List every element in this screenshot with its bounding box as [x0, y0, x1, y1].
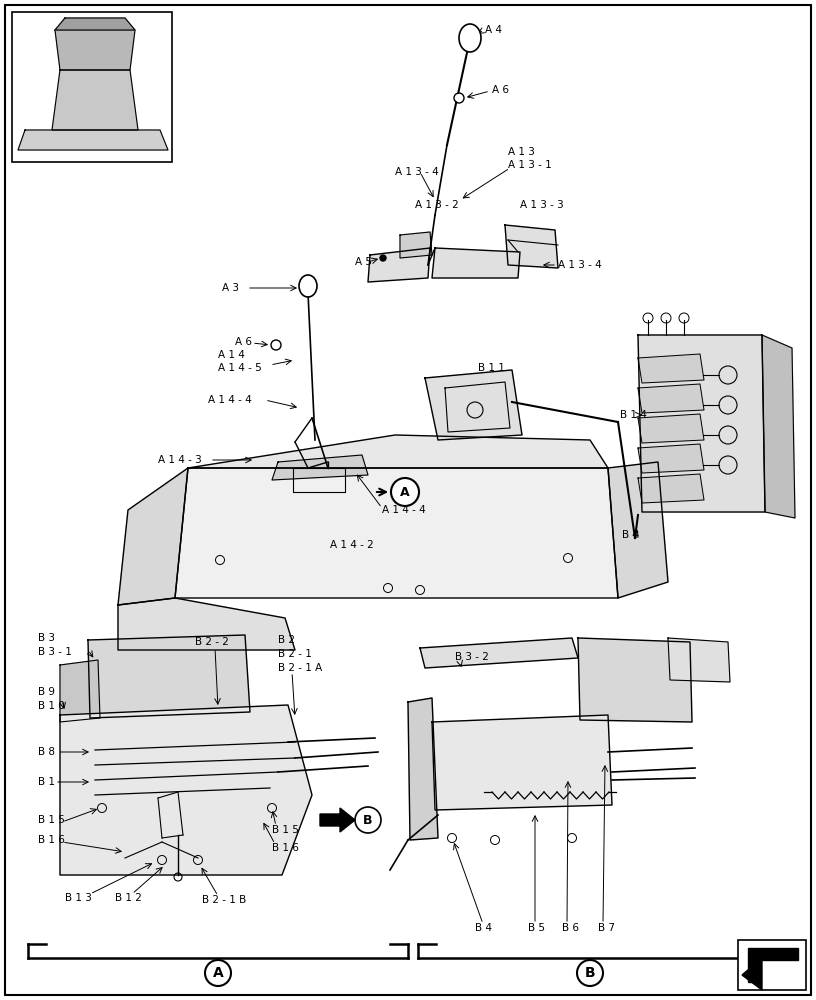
Polygon shape: [408, 698, 438, 840]
Polygon shape: [578, 638, 692, 722]
Text: A 1 3: A 1 3: [508, 147, 534, 157]
Text: A 1 3 - 1: A 1 3 - 1: [508, 160, 552, 170]
Polygon shape: [420, 638, 578, 668]
Text: A 1 3 - 4: A 1 3 - 4: [558, 260, 601, 270]
Text: B 1 3: B 1 3: [65, 893, 92, 903]
Circle shape: [455, 95, 463, 102]
Text: A 1 4: A 1 4: [218, 350, 245, 360]
Text: B: B: [585, 966, 596, 980]
Text: A 3: A 3: [222, 283, 239, 293]
Text: B 4: B 4: [475, 923, 492, 933]
Polygon shape: [608, 462, 668, 598]
Polygon shape: [320, 808, 355, 832]
Polygon shape: [425, 370, 522, 440]
Ellipse shape: [460, 25, 480, 51]
Circle shape: [207, 962, 229, 984]
Polygon shape: [60, 705, 312, 875]
Polygon shape: [55, 30, 135, 70]
Text: A 1 4 - 4: A 1 4 - 4: [382, 505, 426, 515]
Bar: [12, 12, 172, 162]
Circle shape: [393, 480, 417, 504]
Text: A: A: [213, 966, 224, 980]
Text: B 2 - 1 A: B 2 - 1 A: [278, 663, 322, 673]
Polygon shape: [118, 468, 188, 605]
Text: B: B: [363, 814, 373, 826]
Text: B 1 1: B 1 1: [478, 363, 505, 373]
Polygon shape: [432, 715, 612, 810]
Polygon shape: [18, 130, 168, 150]
Polygon shape: [638, 354, 704, 383]
Text: B 1 6: B 1 6: [272, 843, 299, 853]
Text: B 1 5: B 1 5: [272, 825, 299, 835]
Polygon shape: [432, 248, 520, 278]
Text: A 6: A 6: [492, 85, 509, 95]
Text: B 3 - 2: B 3 - 2: [455, 652, 489, 662]
Polygon shape: [60, 660, 100, 722]
Polygon shape: [118, 598, 295, 650]
Text: B 1: B 1: [38, 777, 55, 787]
Text: A 1 4 - 5: A 1 4 - 5: [218, 363, 262, 373]
Text: A 4: A 4: [485, 25, 502, 35]
Text: A 1 3 - 2: A 1 3 - 2: [415, 200, 459, 210]
Polygon shape: [272, 455, 368, 480]
Text: A 6: A 6: [235, 337, 252, 347]
Polygon shape: [188, 435, 608, 468]
Polygon shape: [742, 958, 762, 990]
Text: B 3: B 3: [38, 633, 55, 643]
Polygon shape: [175, 468, 618, 598]
Text: B 5: B 5: [528, 923, 545, 933]
Text: A 1 4 - 2: A 1 4 - 2: [330, 540, 374, 550]
Text: B 6: B 6: [562, 923, 579, 933]
Ellipse shape: [300, 276, 316, 296]
Text: A 1 4 - 3: A 1 4 - 3: [158, 455, 202, 465]
Polygon shape: [638, 414, 704, 443]
Text: B 1 6: B 1 6: [38, 835, 65, 845]
Polygon shape: [88, 635, 250, 718]
Polygon shape: [762, 335, 795, 518]
Text: B 1 5: B 1 5: [38, 815, 65, 825]
Text: B 1 2: B 1 2: [115, 893, 142, 903]
Polygon shape: [52, 70, 138, 130]
Circle shape: [380, 255, 386, 261]
Text: A 1 4 - 4: A 1 4 - 4: [208, 395, 252, 405]
Text: A 5: A 5: [355, 257, 372, 267]
Bar: [738, 940, 806, 990]
Text: B 2 - 2: B 2 - 2: [195, 637, 228, 647]
Polygon shape: [638, 444, 704, 473]
Polygon shape: [668, 638, 730, 682]
Text: B 4: B 4: [622, 530, 639, 540]
Text: A 1 3 - 4: A 1 3 - 4: [395, 167, 439, 177]
Text: B 7: B 7: [598, 923, 615, 933]
Text: B 2 - 1: B 2 - 1: [278, 649, 312, 659]
Polygon shape: [638, 474, 704, 503]
Text: A 1 3 - 3: A 1 3 - 3: [520, 200, 564, 210]
Polygon shape: [55, 18, 135, 30]
Polygon shape: [400, 232, 432, 258]
Text: B 2: B 2: [278, 635, 295, 645]
Text: B 8: B 8: [38, 747, 55, 757]
Circle shape: [579, 962, 601, 984]
Polygon shape: [368, 248, 430, 282]
Polygon shape: [638, 384, 704, 413]
Text: B 2 - 1 B: B 2 - 1 B: [202, 895, 246, 905]
Text: A: A: [400, 486, 410, 498]
Polygon shape: [505, 225, 558, 268]
Polygon shape: [748, 948, 798, 982]
Text: B 1 4: B 1 4: [620, 410, 647, 420]
Polygon shape: [638, 335, 765, 512]
Text: B 1 0: B 1 0: [38, 701, 64, 711]
Text: B 9: B 9: [38, 687, 55, 697]
Circle shape: [357, 809, 379, 831]
Text: B 3 - 1: B 3 - 1: [38, 647, 72, 657]
Circle shape: [273, 342, 280, 349]
